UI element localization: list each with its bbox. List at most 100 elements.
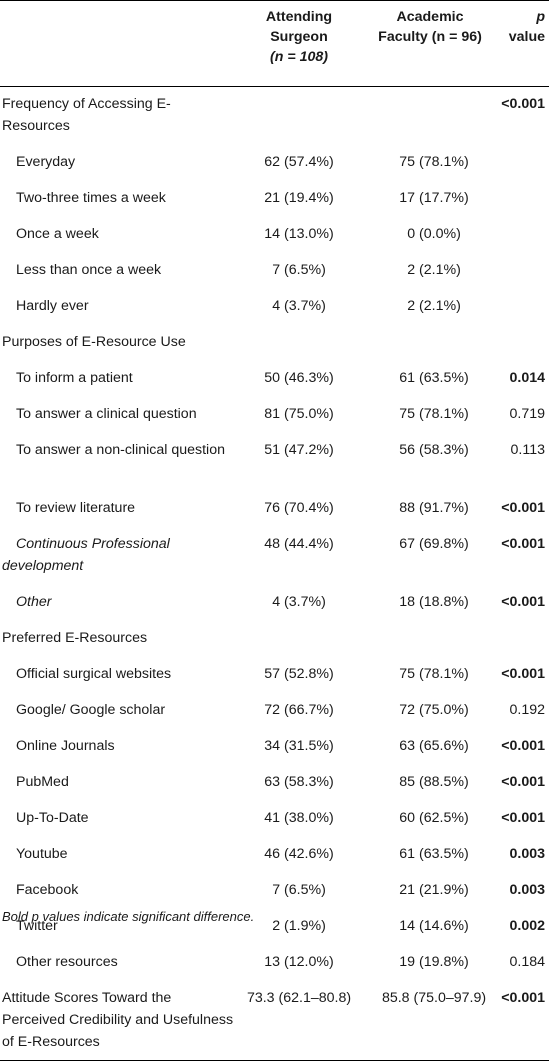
p-value: <0.001 <box>501 774 545 790</box>
attending-value <box>236 327 362 363</box>
attending-value: 81 (75.0%) <box>264 406 334 422</box>
row-label: To answer a non-clinical question <box>16 442 225 458</box>
row-label: Preferred E-Resources <box>2 630 148 646</box>
table-row: Attitude Scores Toward the Perceived Cre… <box>0 983 549 1061</box>
table-row: Official surgical websites 57 (52.8%) 75 (… <box>0 659 549 695</box>
attending-value: 73.3 (62.1–80.8) <box>236 983 362 1061</box>
header-p-value: p value <box>498 0 549 87</box>
header-attending-line1: Attending <box>265 9 333 25</box>
row-label: Online Journals <box>16 738 115 754</box>
p-value <box>498 183 549 219</box>
attending-value: 14 (13.0%) <box>264 226 334 242</box>
academic-value <box>362 623 498 659</box>
p-value: 0.002 <box>509 918 545 934</box>
table-row: Hardly ever 4 (3.7%) 2 (2.1%) <box>0 291 549 327</box>
p-value <box>498 291 549 327</box>
attending-value: 4 (3.7%) <box>272 298 326 314</box>
academic-value: 75 (78.1%) <box>399 154 469 170</box>
row-label: Once a week <box>16 226 99 242</box>
table-row: To answer a non-clinical question 51 (47.… <box>0 435 549 493</box>
header-attending-line2: Surgeon <box>270 29 328 45</box>
table-row: Continuous Professional development 48 (4… <box>0 529 549 587</box>
p-value: <0.001 <box>501 500 545 516</box>
row-label: Up-To-Date <box>16 810 89 826</box>
row-label: Purposes of E-Resource Use <box>2 334 186 350</box>
attending-value: 48 (44.4%) <box>264 536 334 552</box>
table-row: Google/ Google scholar 72 (66.7%) 72 (75.0… <box>0 695 549 731</box>
attending-value: 62 (57.4%) <box>264 154 334 170</box>
row-label: Two-three times a week <box>16 190 166 206</box>
attending-value: 57 (52.8%) <box>264 666 334 682</box>
academic-value <box>362 87 498 148</box>
table-row: Other 4 (3.7%) 18 (18.8%) <0.001 <box>0 587 549 623</box>
academic-value: 2 (2.1%) <box>407 262 461 278</box>
p-value: <0.001 <box>501 738 545 754</box>
p-value: <0.001 <box>501 666 545 682</box>
attending-value: 7 (6.5%) <box>272 882 326 898</box>
academic-value: 56 (58.3%) <box>399 442 469 458</box>
table-row: Purposes of E-Resource Use <box>0 327 549 363</box>
table-row: Youtube 46 (42.6%) 61 (63.5%) 0.003 <box>0 839 549 875</box>
p-value: <0.001 <box>501 96 545 112</box>
row-label: Other <box>16 594 52 610</box>
academic-value <box>362 327 498 363</box>
academic-value: 2 (2.1%) <box>407 298 461 314</box>
p-value: <0.001 <box>501 594 545 610</box>
p-value: 0.113 <box>510 442 545 458</box>
academic-value: 19 (19.8%) <box>399 954 469 970</box>
academic-value: 85.8 (75.0–97.9) <box>362 983 498 1061</box>
header-attending-surgeon: Attending Surgeon (n = 108) <box>236 0 362 87</box>
table-header: Attending Surgeon (n = 108) Academic Fac… <box>0 0 549 87</box>
p-value <box>498 147 549 183</box>
header-academic-faculty: Academic Faculty (n = 96) <box>362 0 498 87</box>
attending-value: 76 (70.4%) <box>264 500 334 516</box>
header-p-line2: value <box>508 29 545 45</box>
academic-value: 63 (65.6%) <box>399 738 469 754</box>
attending-value: 41 (38.0%) <box>264 810 334 826</box>
table-row: Everyday 62 (57.4%) 75 (78.1%) <box>0 147 549 183</box>
p-value: 0.003 <box>509 846 545 862</box>
academic-value: 61 (63.5%) <box>399 370 469 386</box>
p-value: 0.719 <box>509 406 545 422</box>
attending-value: 46 (42.6%) <box>264 846 334 862</box>
header-variable <box>0 0 236 87</box>
header-p-line1: p <box>536 9 545 25</box>
attending-value: 51 (47.2%) <box>264 442 334 458</box>
academic-value: 72 (75.0%) <box>399 702 469 718</box>
p-value: 0.014 <box>509 370 545 386</box>
header-academic-line1: Academic <box>396 9 464 25</box>
academic-value: 17 (17.7%) <box>399 190 469 206</box>
p-value: <0.001 <box>501 810 545 826</box>
p-value <box>498 219 549 255</box>
p-value: 0.003 <box>509 882 545 898</box>
p-value <box>498 255 549 291</box>
row-label: PubMed <box>16 774 69 790</box>
academic-value: 85 (88.5%) <box>399 774 469 790</box>
row-label: Other resources <box>16 954 118 970</box>
table-row: Facebook 7 (6.5%) 21 (21.9%) 0.003 <box>0 875 549 911</box>
p-value <box>498 327 549 363</box>
header-attending-line3: (n = 108) <box>270 49 328 65</box>
attending-value: 2 (1.9%) <box>272 918 326 934</box>
row-label: Official surgical websites <box>16 666 172 682</box>
attending-value <box>236 87 362 148</box>
academic-value: 14 (14.6%) <box>399 918 469 934</box>
row-label: To answer a clinical question <box>16 406 197 422</box>
academic-value: 88 (91.7%) <box>399 500 469 516</box>
academic-value: 67 (69.8%) <box>399 536 469 552</box>
row-label: Facebook <box>16 882 79 898</box>
table-row: Less than once a week 7 (6.5%) 2 (2.1%) <box>0 255 549 291</box>
row-label: Youtube <box>16 846 68 862</box>
table-row: To inform a patient 50 (46.3%) 61 (63.5%) 0… <box>0 363 549 399</box>
footnote: Bold p values indicate significant diffe… <box>2 909 255 924</box>
table-row: PubMed 63 (58.3%) 85 (88.5%) <0.001 <box>0 767 549 803</box>
p-value: <0.001 <box>498 983 549 1061</box>
academic-value: 18 (18.8%) <box>399 594 469 610</box>
academic-value: 75 (78.1%) <box>399 666 469 682</box>
p-value: 0.184 <box>509 954 545 970</box>
attending-value: 50 (46.3%) <box>264 370 334 386</box>
table-row: Up-To-Date 41 (38.0%) 60 (62.5%) <0.001 <box>0 803 549 839</box>
table-row: Two-three times a week 21 (19.4%) 17 (17.7… <box>0 183 549 219</box>
